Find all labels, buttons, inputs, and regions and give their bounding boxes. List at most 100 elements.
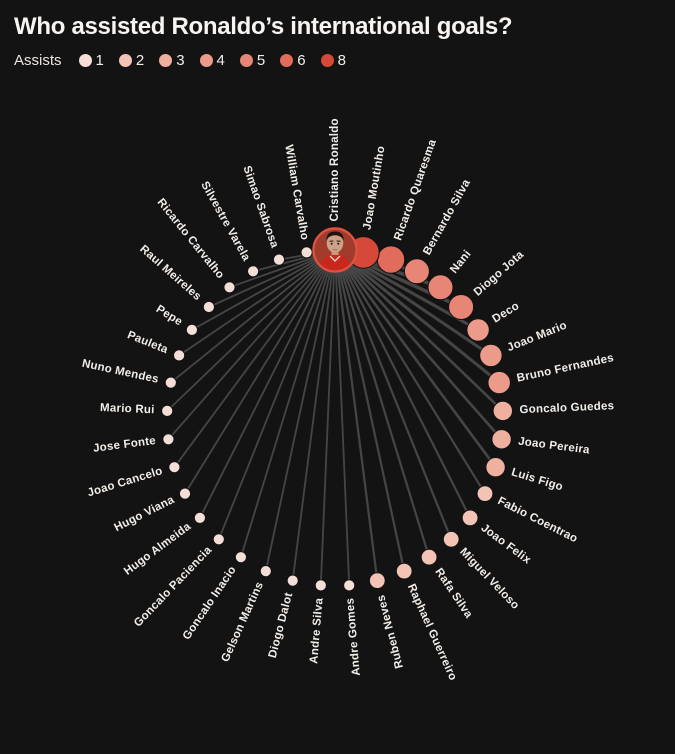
- player-label-hugo-viana: Hugo Viana: [112, 494, 176, 534]
- legend-entry-5: 5: [239, 52, 266, 69]
- assist-line-raul-meireles: [208, 249, 336, 308]
- player-label-simao-sabrosa: Simao Sabrosa: [240, 164, 280, 250]
- assist-line-ruben-neves: [333, 249, 379, 581]
- player-label-pauleta: Pauleta: [126, 329, 170, 356]
- legend-dot-icon-3: [159, 54, 173, 67]
- legend-dot-icon-6: [280, 54, 294, 67]
- legend-entries: 1 2 3 4 5 6 8: [78, 52, 346, 69]
- assist-line-raphael-guerreiro: [333, 249, 406, 572]
- player-node-pauleta: [173, 349, 186, 362]
- player-node-nani: [427, 274, 454, 301]
- player-label-joao-mario: Joao Mario: [506, 319, 569, 354]
- assist-line-goncalo-inacio: [240, 249, 336, 558]
- legend-value: 2: [135, 52, 145, 69]
- player-label-pepe: Pepe: [154, 303, 185, 328]
- assist-line-nuno-mendes: [170, 249, 336, 384]
- assist-line-andre-gomes: [334, 249, 351, 586]
- player-label-bernardo-silva: Bernardo Silva: [421, 177, 473, 257]
- ronaldo-avatar: [312, 227, 358, 273]
- player-node-fabio-coentrao: [476, 485, 494, 503]
- legend-entry-4: 4: [199, 52, 225, 69]
- assist-line-goncalo-paciencia: [217, 249, 336, 540]
- player-node-diogo-dalot: [286, 574, 299, 587]
- assist-line-gelson-martins: [264, 249, 336, 572]
- assist-line-hugo-viana: [184, 249, 336, 495]
- assist-line-andre-silva: [319, 249, 336, 586]
- legend-entry-2: 2: [118, 52, 145, 69]
- player-label-gelson-martins: Gelson Martins: [219, 580, 266, 664]
- player-node-goncalo-paciencia: [212, 533, 225, 546]
- player-label-mario-rui: Mario Rui: [100, 402, 155, 416]
- player-node-hugo-viana: [178, 487, 192, 500]
- assist-line-mario-rui: [166, 249, 336, 412]
- assists-legend: Assists 1 2 3 4 5 6 8: [14, 52, 661, 69]
- player-node-diogo-jota: [448, 294, 475, 320]
- player-node-luis-figo: [485, 457, 506, 478]
- player-node-joao-mario: [479, 343, 503, 368]
- assist-line-pauleta: [178, 249, 336, 357]
- player-node-joao-felix: [461, 509, 479, 527]
- player-node-ricardo-carvalho: [223, 281, 236, 294]
- player-node-joao-cancelo: [168, 461, 181, 474]
- player-node-hugo-almeida: [193, 511, 206, 525]
- player-node-jose-fonte: [162, 433, 175, 446]
- legend-entry-3: 3: [159, 52, 185, 69]
- player-node-silvestre-varela: [247, 265, 260, 278]
- assist-line-hugo-almeida: [199, 249, 336, 519]
- page-title: Who assisted Ronaldo’s international goa…: [14, 13, 513, 40]
- legend-dot-icon-5: [239, 54, 253, 67]
- assist-line-joao-felix: [333, 249, 472, 519]
- player-label-william-carvalho: William Carvalho: [282, 144, 310, 241]
- assist-line-pepe: [191, 249, 336, 331]
- legend-value: 1: [95, 52, 104, 69]
- player-node-deco: [466, 318, 490, 342]
- legend-value: 8: [337, 52, 346, 69]
- legend-entry-1: 1: [78, 52, 104, 69]
- player-node-andre-silva: [314, 579, 327, 592]
- player-node-goncalo-guedes: [492, 400, 513, 422]
- legend-entry-6: 6: [280, 52, 306, 69]
- player-label-goncalo-guedes: Goncalo Guedes: [519, 400, 614, 416]
- legend-value: 5: [256, 52, 266, 69]
- player-node-pepe: [185, 323, 198, 336]
- avatar-portrait: [314, 229, 356, 271]
- assist-line-fabio-coentrao: [334, 249, 486, 495]
- player-node-ricardo-quaresma: [376, 245, 406, 274]
- assist-line-jose-fonte: [167, 249, 336, 440]
- player-label-andre-gomes: Andre Gomes: [344, 597, 363, 676]
- legend-entry-8: 8: [320, 52, 346, 69]
- player-node-nuno-mendes: [164, 376, 177, 389]
- legend-dot-icon-1: [78, 54, 92, 67]
- player-node-bernardo-silva: [403, 258, 430, 285]
- player-node-bruno-fernandes: [487, 370, 511, 395]
- player-label-ricardo-quaresma: Ricardo Quaresma: [392, 138, 439, 243]
- assist-line-joao-pereira: [334, 249, 503, 441]
- player-node-raphael-guerreiro: [395, 562, 413, 580]
- legend-label: Assists: [14, 52, 62, 69]
- legend-value: 3: [176, 52, 185, 69]
- player-label-luis-figo: Luis Figo: [510, 466, 565, 493]
- player-node-joao-pereira: [491, 429, 512, 450]
- assist-line-joao-cancelo: [173, 249, 336, 468]
- player-node-goncalo-inacio: [234, 551, 247, 564]
- player-label-ruben-neves: Ruben Neves: [375, 593, 406, 669]
- player-label-diogo-jota: Diogo Jota: [472, 248, 527, 298]
- player-label-joao-cancelo: Joao Cancelo: [86, 465, 164, 499]
- assist-line-bruno-fernandes: [334, 248, 501, 384]
- player-node-william-carvalho: [300, 246, 313, 259]
- player-label-rafa-silva: Rafa Silva: [432, 566, 474, 621]
- player-label-diogo-dalot: Diogo Dalot: [267, 591, 296, 659]
- legend-dot-icon-8: [320, 54, 334, 67]
- assist-line-rafa-silva: [333, 249, 431, 558]
- player-label-andre-silva: Andre Silva: [308, 597, 326, 664]
- assist-line-goncalo-guedes: [334, 249, 504, 412]
- legend-dot-icon-2: [118, 54, 132, 67]
- player-label-nani: Nani: [448, 248, 474, 276]
- player-node-simao-sabrosa: [272, 253, 286, 266]
- legend-value: 6: [297, 52, 306, 69]
- assist-line-diogo-dalot: [291, 249, 336, 581]
- legend-value: 4: [216, 52, 225, 69]
- player-node-gelson-martins: [259, 565, 272, 578]
